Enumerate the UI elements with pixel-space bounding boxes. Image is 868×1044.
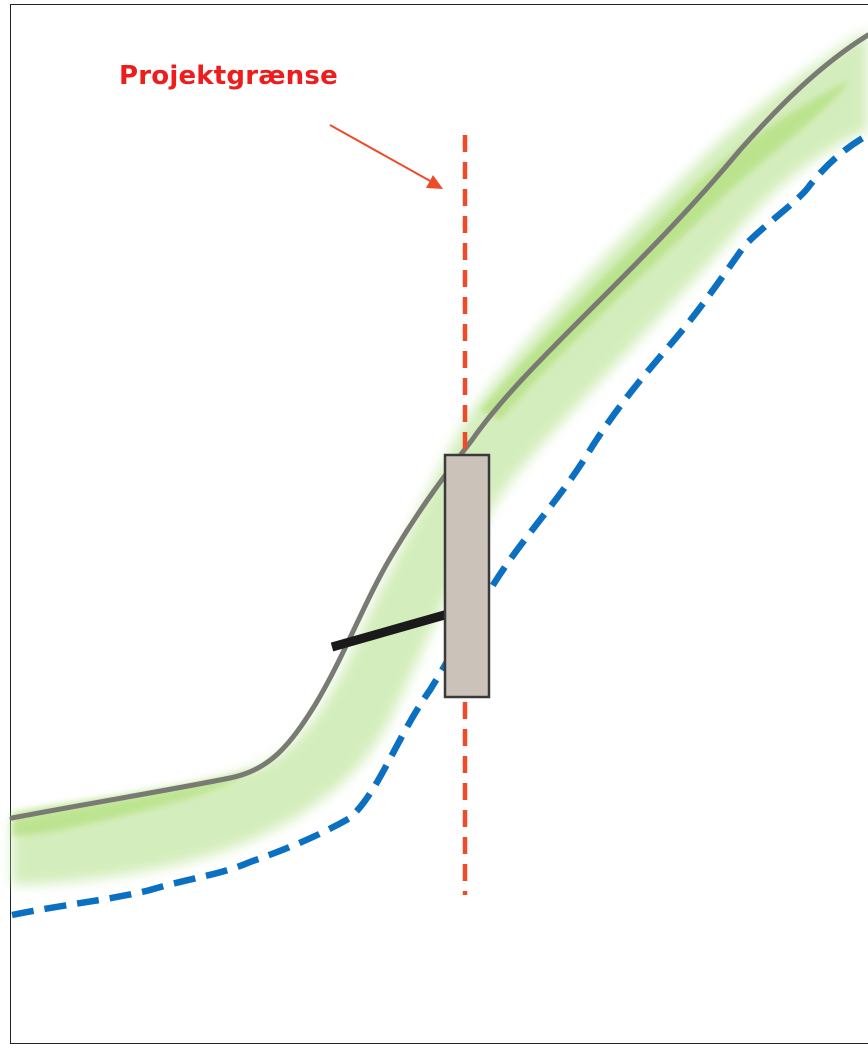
arrow-shaft bbox=[329, 124, 433, 183]
dashed-boundary-line bbox=[11, 132, 868, 919]
vegetation-highlight-fill-2 bbox=[480, 80, 850, 420]
diagram-canvas bbox=[9, 30, 868, 919]
arrow-head bbox=[426, 175, 443, 189]
label-arrow bbox=[329, 124, 443, 189]
project-boundary-label: Projektgrænse bbox=[119, 61, 338, 91]
structure-block bbox=[443, 453, 491, 699]
pier-bar bbox=[330, 609, 450, 652]
vegetation-highlight bbox=[12, 80, 850, 836]
coastline bbox=[9, 32, 868, 821]
